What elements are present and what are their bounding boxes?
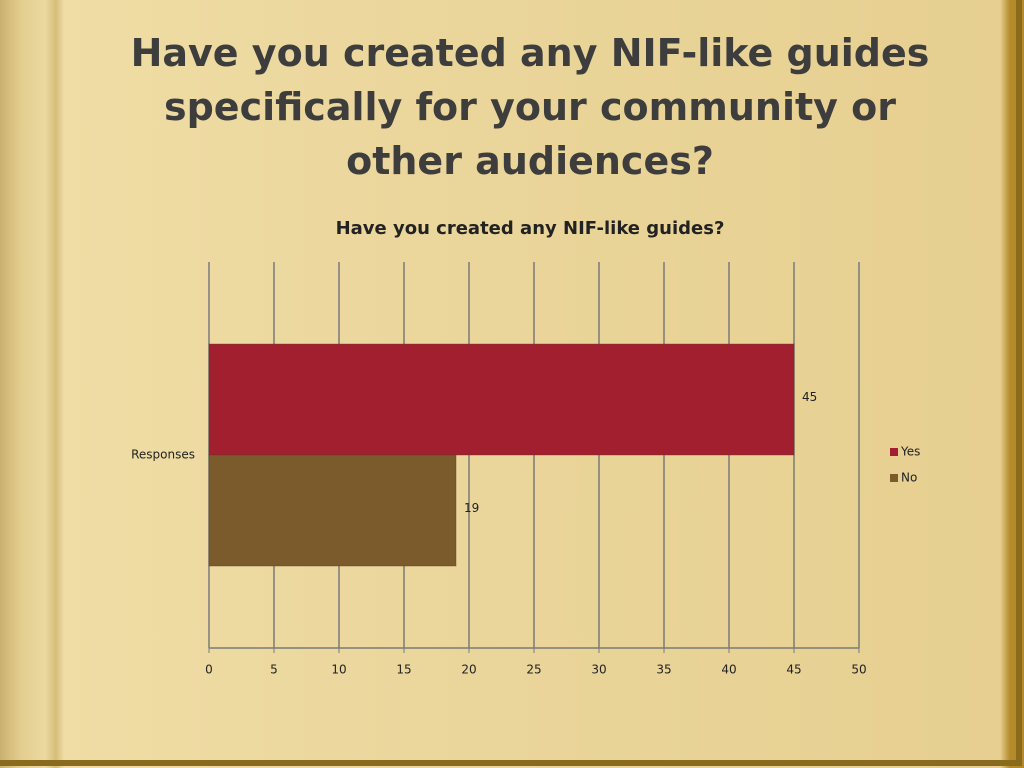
legend-label: No xyxy=(901,471,917,485)
legend-label: Yes xyxy=(900,445,920,459)
x-tick-label: 45 xyxy=(786,663,801,677)
chart-title: Have you created any NIF-like guides? xyxy=(336,218,725,239)
x-tick-label: 0 xyxy=(205,663,213,677)
x-tick-label: 30 xyxy=(591,663,606,677)
legend-swatch xyxy=(890,474,898,482)
x-tick-label: 35 xyxy=(656,663,671,677)
slide-title: Have you created any NIF-like guides spe… xyxy=(130,31,930,183)
x-tick-label: 25 xyxy=(526,663,541,677)
bar xyxy=(208,454,457,567)
x-tick-label: 50 xyxy=(851,663,866,677)
legend-swatch xyxy=(890,448,898,456)
x-tick-label: 20 xyxy=(461,663,476,677)
y-tick-label: Responses xyxy=(131,448,195,462)
x-tick-label: 5 xyxy=(270,663,278,677)
x-tick-label: 40 xyxy=(721,663,736,677)
x-tick-label: 10 xyxy=(331,663,346,677)
data-label: 19 xyxy=(464,501,479,515)
data-label: 45 xyxy=(802,390,817,404)
x-tick-label: 15 xyxy=(396,663,411,677)
bar xyxy=(208,343,795,456)
